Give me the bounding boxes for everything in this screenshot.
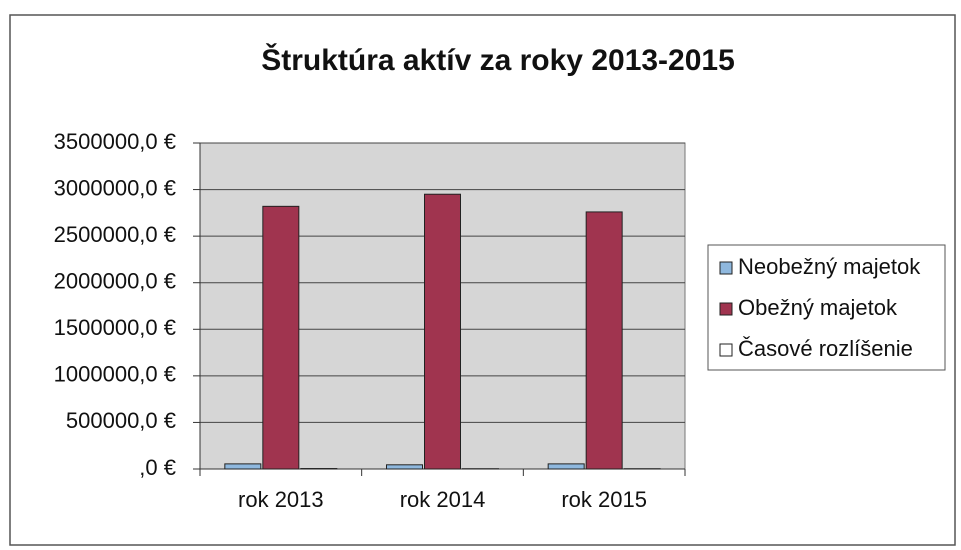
y-tick-label: 3000000,0 € (54, 175, 176, 200)
y-tick-label: ,0 € (139, 455, 176, 480)
x-tick-label: rok 2013 (238, 487, 324, 512)
legend-swatch (719, 261, 733, 275)
legend-label: Neobežný majetok (738, 254, 921, 279)
legend-label: Obežný majetok (738, 295, 898, 320)
y-tick-label: 2500000,0 € (54, 222, 176, 247)
legend-label: Časové rozlíšenie (738, 336, 913, 361)
bar (547, 463, 585, 470)
x-tick-label: rok 2015 (561, 487, 647, 512)
y-tick-label: 3500000,0 € (54, 129, 176, 154)
bar (224, 463, 262, 470)
bar (585, 211, 623, 470)
y-tick-label: 1500000,0 € (54, 315, 176, 340)
legend-swatch (719, 302, 733, 316)
legend-swatch (719, 343, 733, 357)
bar (262, 205, 300, 470)
legend-box (707, 244, 946, 371)
chart-title: Štruktúra aktív za roky 2013-2015 (261, 43, 735, 77)
bar (424, 193, 461, 470)
bar (386, 464, 423, 470)
y-tick-label: 2000000,0 € (54, 269, 176, 294)
y-tick-label: 500000,0 € (66, 408, 176, 433)
y-tick-label: 1000000,0 € (54, 362, 176, 387)
x-tick-label: rok 2014 (400, 487, 486, 512)
